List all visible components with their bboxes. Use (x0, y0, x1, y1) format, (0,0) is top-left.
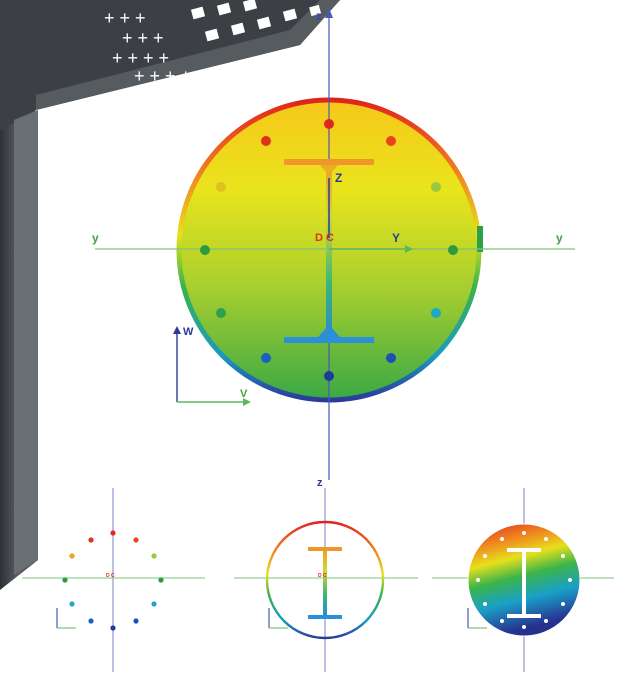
bar (324, 371, 334, 381)
reinforcement-bars (200, 119, 458, 381)
local-z-label: Z (335, 171, 342, 185)
i-beam-section (284, 159, 374, 343)
bar (216, 182, 226, 192)
mini-section-filled (432, 488, 614, 672)
svg-text:+ + + +: + + + + (134, 66, 191, 86)
center-label: D C (315, 232, 334, 244)
v-label: V (240, 388, 248, 400)
svg-text:+ + +: + + + (104, 8, 146, 28)
svg-text:+ + + +: + + + + (112, 48, 169, 68)
wv-axes (173, 326, 251, 406)
main-cross-section: z y y D C Z Y W V (92, 8, 575, 480)
bar (200, 245, 210, 255)
local-y-label: Y (392, 231, 400, 245)
bar (261, 136, 271, 146)
bar (448, 245, 458, 255)
mini2-center-label: D C (318, 573, 327, 579)
mini-section-bars: D C (22, 488, 205, 672)
top-flange (284, 159, 374, 165)
w-label: W (183, 326, 194, 338)
bottom-flange (284, 337, 374, 343)
mini-section-outline: z D C (234, 477, 418, 672)
bar (431, 182, 441, 192)
web (326, 165, 332, 337)
y-axis-label-right: y (556, 231, 563, 245)
mini1-center-label: D C (106, 573, 115, 579)
mini2-z-label: z (317, 477, 323, 489)
bar (216, 308, 226, 318)
perforation-pattern: + + + + + + + + + + + + + + (104, 0, 322, 86)
y-axis-label-left: y (92, 231, 99, 245)
bar (386, 136, 396, 146)
bar (261, 353, 271, 363)
bar (324, 119, 334, 129)
bar (386, 353, 396, 363)
svg-text:+ + +: + + + (122, 28, 164, 48)
steel-beam-illustration: + + + + + + + + + + + + + + (0, 0, 340, 590)
z-axis-label: z (316, 9, 322, 23)
bar (431, 308, 441, 318)
